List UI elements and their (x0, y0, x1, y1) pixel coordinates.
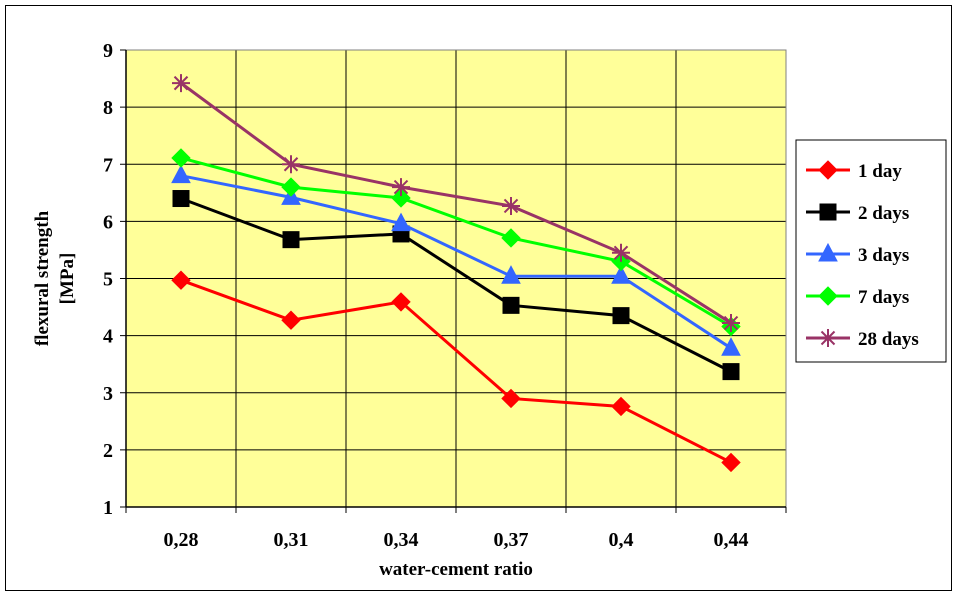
legend-marker (818, 242, 838, 262)
y-tick-label: 5 (103, 269, 113, 291)
x-tick-label: 0,44 (714, 529, 749, 551)
data-point (501, 228, 521, 248)
legend-label: 3 days (858, 245, 909, 266)
data-point (281, 310, 301, 330)
x-tick-label: 0,28 (164, 529, 199, 551)
series-line-3 (180, 156, 732, 328)
legend-label: 2 days (858, 203, 909, 224)
data-point (501, 388, 521, 409)
chart-frame: 1 2 3 4 5 6 7 8 9 0,28 0,31 0,34 0,37 0,4 0,44 water-ce… (5, 5, 952, 591)
legend-box (795, 139, 947, 363)
legend-label: 7 days (858, 287, 909, 308)
y-tick-label: 1 (103, 497, 113, 519)
y-tick-label: 7 (103, 154, 113, 176)
y-axis-title: [MPa] (57, 253, 78, 305)
series-line-1 (180, 197, 732, 373)
x-tick-label: 0,4 (609, 529, 634, 551)
data-point (502, 296, 520, 314)
data-point (612, 243, 630, 262)
data-point (722, 314, 740, 333)
y-tick-label: 3 (103, 383, 113, 405)
legend-marker (819, 203, 837, 221)
data-point (502, 196, 520, 215)
data-point (171, 164, 191, 184)
data-point (282, 155, 300, 174)
data-point (172, 190, 190, 208)
data-point (282, 231, 300, 249)
data-point (281, 177, 301, 197)
legend-label: 28 days (858, 329, 919, 350)
y-tick-label: 4 (103, 326, 113, 348)
x-tick-label: 0,31 (274, 529, 309, 551)
data-point (721, 452, 741, 473)
y-tick-label: 6 (103, 211, 113, 233)
line-chart: 1 2 3 4 5 6 7 8 9 0,28 0,31 0,34 0,37 0,4 0,44 water-ce… (32, 40, 947, 580)
series-line-4 (180, 81, 732, 325)
data-point (392, 178, 410, 197)
x-tick-label: 0,37 (494, 529, 529, 551)
data-point (171, 148, 191, 168)
data-point (391, 212, 411, 232)
data-point (612, 307, 630, 325)
y-tick-label: 9 (103, 40, 113, 62)
data-point (171, 270, 191, 290)
y-tick-label: 2 (103, 440, 113, 462)
x-tick-label: 0,34 (384, 529, 419, 551)
series-line-0 (180, 278, 732, 464)
legend-marker (819, 329, 837, 347)
series-line-2 (180, 174, 732, 350)
y-axis-title: flexural strength (32, 210, 53, 346)
data-point (501, 265, 521, 284)
legend-marker (818, 160, 838, 180)
data-point (391, 292, 411, 312)
data-point (721, 337, 741, 356)
data-point (391, 188, 411, 208)
legend-label: 1 day (858, 161, 902, 182)
data-point (172, 74, 190, 93)
x-axis-title: water-cement ratio (379, 559, 533, 580)
data-point (722, 363, 740, 381)
y-tick-label: 8 (103, 97, 113, 119)
data-point (611, 265, 631, 284)
legend-marker (818, 286, 838, 306)
data-point (611, 396, 631, 417)
